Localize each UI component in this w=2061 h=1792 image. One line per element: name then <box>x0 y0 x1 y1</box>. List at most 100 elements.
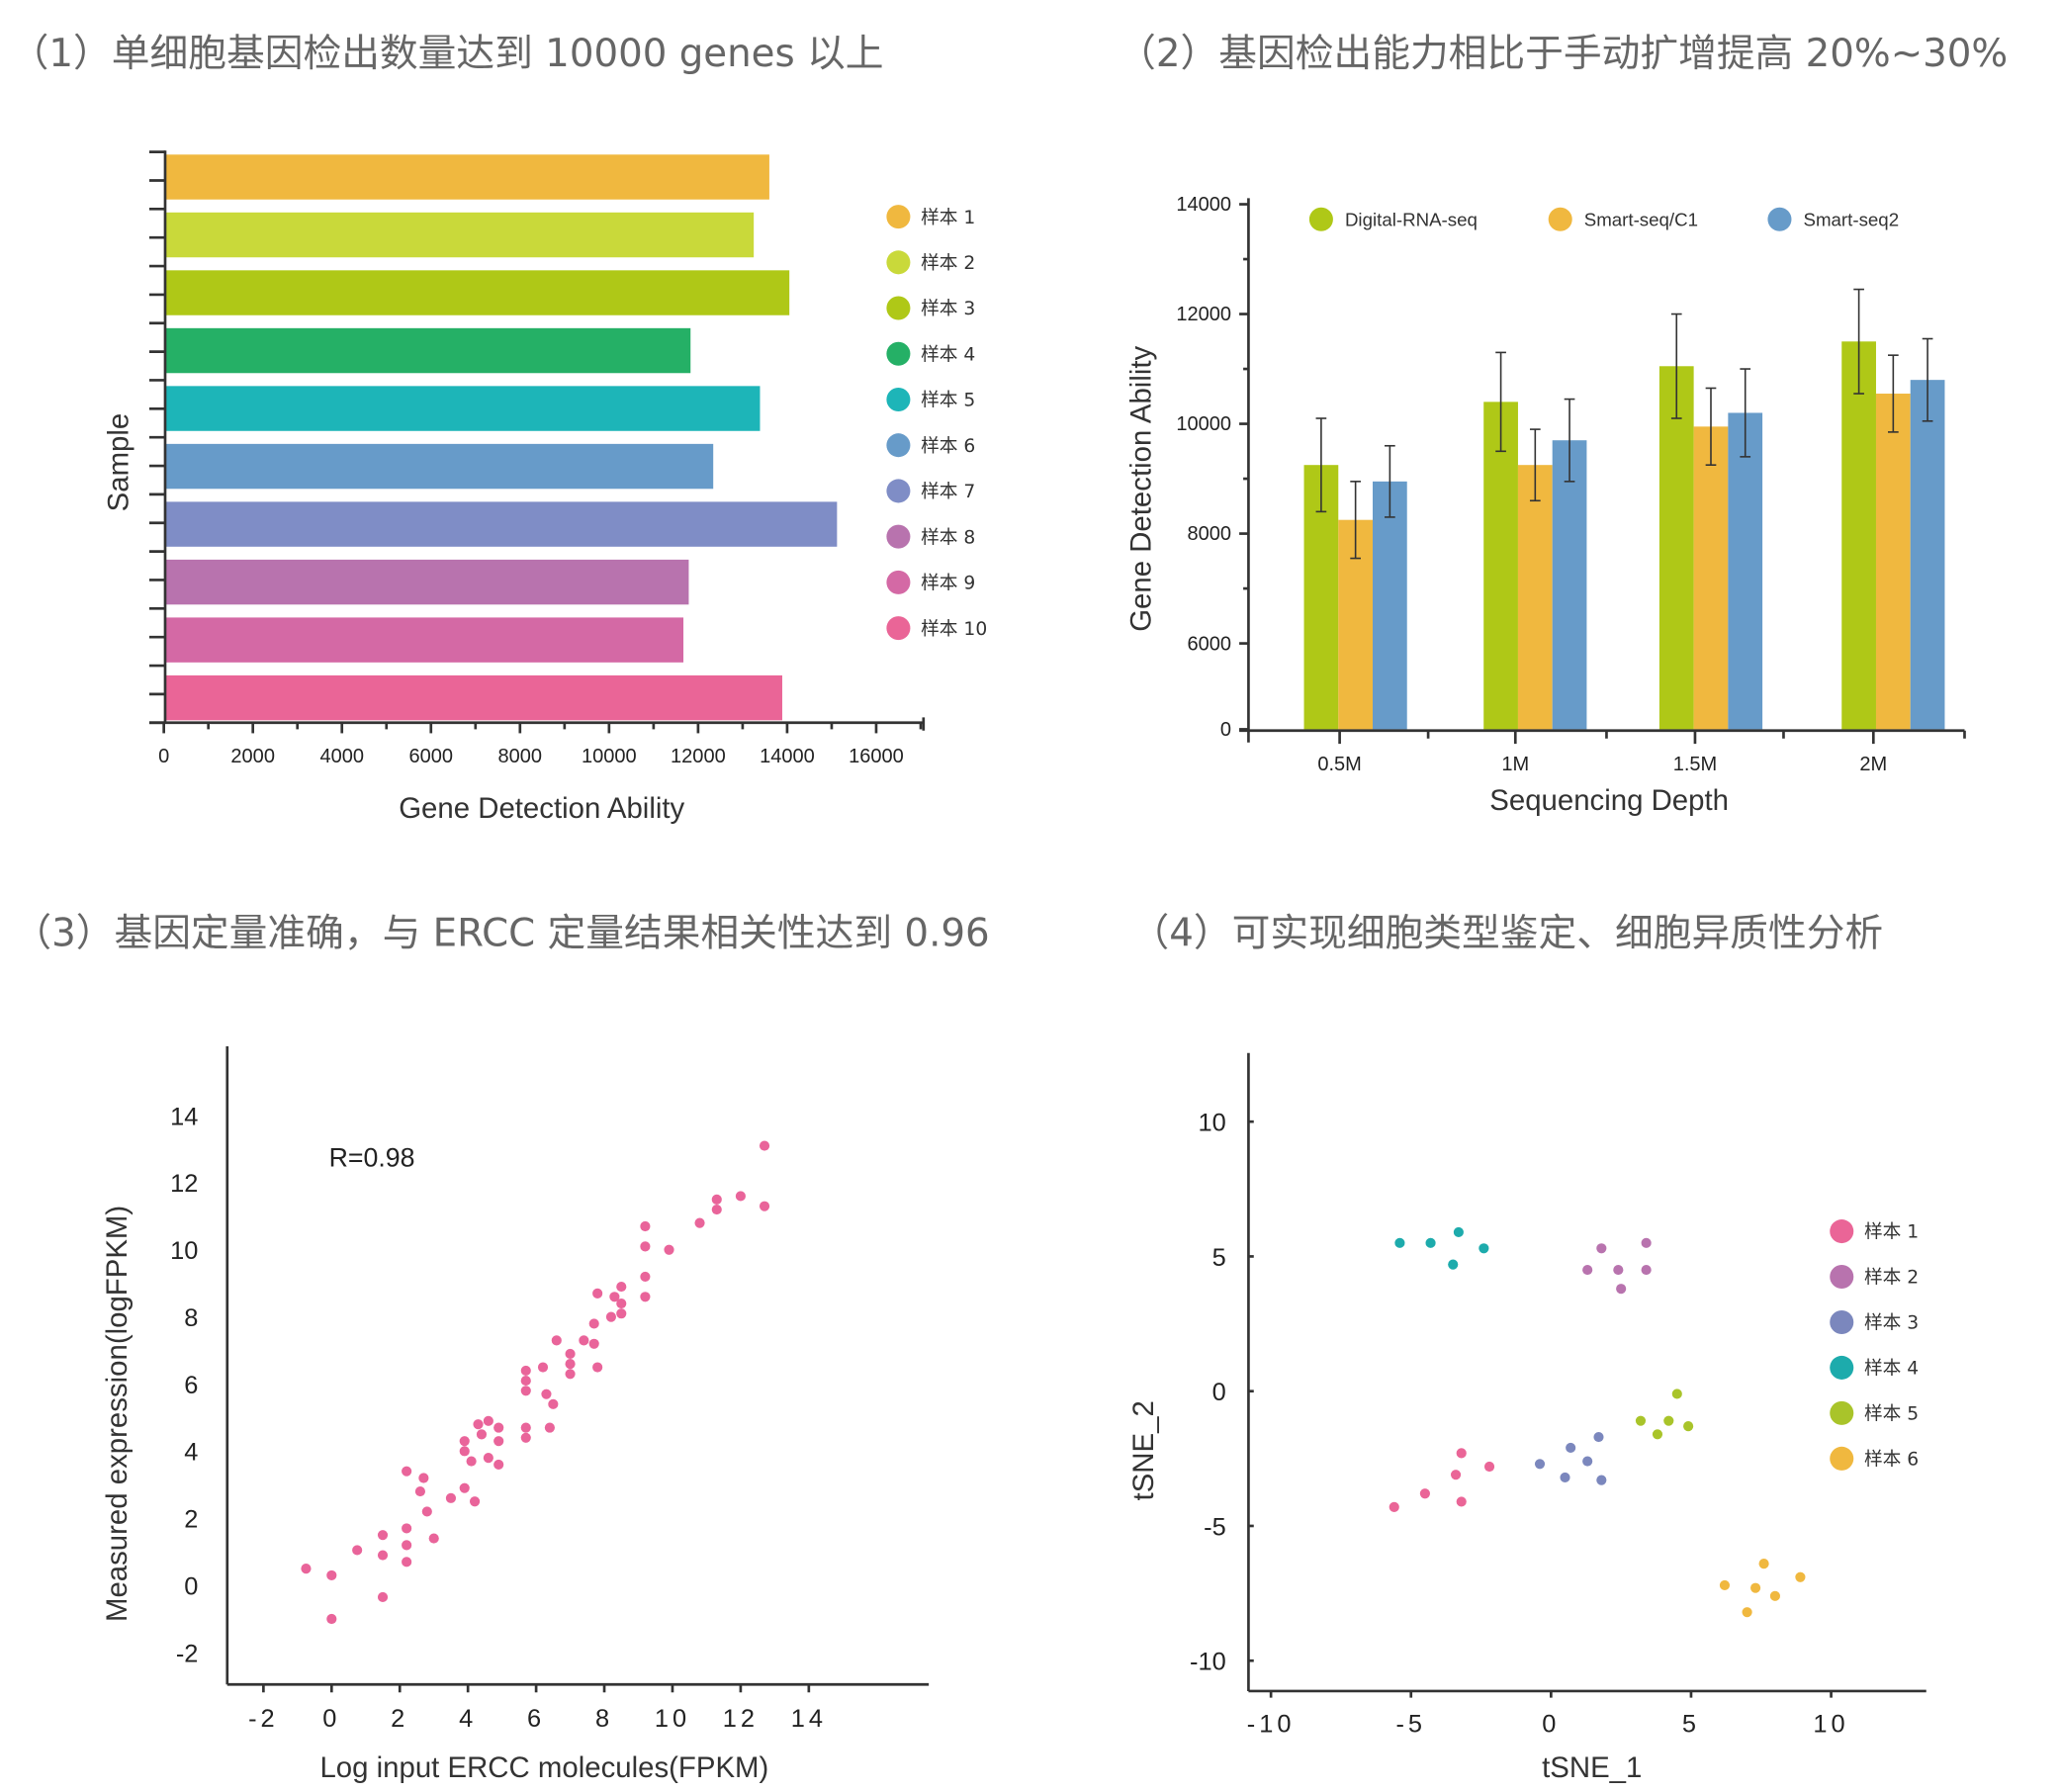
bar-Smart-seq2-1.5M <box>1728 412 1763 730</box>
c3-x-tick-label: 8 <box>595 1705 613 1733</box>
scatter-point <box>616 1298 627 1309</box>
legend-marker-8 <box>886 524 911 549</box>
bar-7 <box>164 501 838 547</box>
c1-x-tick-label: 6000 <box>409 746 454 767</box>
scatter-point <box>402 1523 412 1534</box>
scatter-point-样本 6 <box>1795 1571 1806 1582</box>
chart-tsne: tSNE_1 tSNE_2 -10 -5 0 5 10 -10 -5 0 5 10 样本 1 样本 2… <box>1127 1052 1927 1784</box>
bar-3 <box>164 270 790 315</box>
legend-label-6: 样本 6 <box>921 436 975 457</box>
scatter-point <box>459 1446 470 1457</box>
scatter-point <box>326 1569 337 1580</box>
scatter-point <box>493 1459 504 1471</box>
scatter-point-样本 1 <box>1389 1501 1399 1512</box>
scatter-point-样本 1 <box>1450 1470 1462 1480</box>
bar-8 <box>164 559 689 605</box>
c3-x-tick-label: -2 <box>248 1705 279 1733</box>
scatter-point <box>735 1191 746 1202</box>
scatter-point <box>421 1506 432 1517</box>
scatter-point-样本 1 <box>1456 1496 1467 1507</box>
heading-2: （2）基因检出能力相比于手动扩增提高 20%~30% <box>1118 32 2008 76</box>
scatter-point <box>565 1348 576 1360</box>
scatter-point-样本 2 <box>1641 1237 1652 1248</box>
legend-label-Smart-seq2: Smart-seq2 <box>1804 209 1900 229</box>
heading-1: （1）单细胞基因检出数量达到 10000 genes 以上 <box>11 32 884 76</box>
scatter-point-样本 5 <box>1635 1415 1647 1426</box>
c3-y-tick-label: 0 <box>184 1572 198 1600</box>
c1-x-tick-label: 2000 <box>230 746 275 767</box>
c4-y-tick-label: -5 <box>1204 1513 1226 1541</box>
legend-label-6: 样本 6 <box>1864 1450 1919 1471</box>
c1-x-tick-label: 16000 <box>849 746 904 767</box>
scatter-point <box>616 1308 627 1319</box>
scatter-point <box>520 1386 531 1396</box>
c4-ylabel: tSNE_2 <box>1127 1400 1160 1500</box>
scatter-point <box>493 1436 504 1447</box>
c1-ylabel: Sample <box>103 413 135 512</box>
bar-Smart-seq/C1-1M <box>1517 465 1553 730</box>
scatter-point <box>588 1318 599 1329</box>
scatter-point <box>664 1244 674 1255</box>
scatter-point <box>711 1204 722 1215</box>
scatter-point <box>579 1335 589 1346</box>
legend-label-5: 样本 5 <box>921 391 975 411</box>
scatter-point-样本 5 <box>1683 1421 1694 1432</box>
c3-y-tick-label: 8 <box>184 1304 198 1332</box>
c1-x-tick-label: 14000 <box>760 746 815 767</box>
scatter-point <box>414 1485 425 1497</box>
scatter-point-样本 6 <box>1769 1590 1780 1601</box>
bar-10 <box>164 674 782 721</box>
scatter-point <box>326 1613 337 1625</box>
c4-x-tick-label: -5 <box>1395 1710 1426 1738</box>
c3-x-tick-label: 14 <box>791 1705 827 1733</box>
scatter-point <box>459 1436 470 1447</box>
scatter-point <box>445 1492 457 1503</box>
scatter-point-样本 2 <box>1582 1264 1593 1276</box>
c1-x-tick-label: 4000 <box>319 746 364 767</box>
legend-marker-5 <box>1830 1400 1854 1425</box>
scatter-point <box>418 1473 429 1483</box>
scatter-point <box>537 1362 549 1373</box>
c3-y-tick-label: 2 <box>184 1506 198 1534</box>
scatter-point-样本 2 <box>1613 1264 1624 1276</box>
legend-label-2: 样本 2 <box>1864 1268 1919 1289</box>
scatter-point <box>640 1241 651 1252</box>
c2-y-tick-label: 8000 <box>1188 523 1232 545</box>
bar-2 <box>164 212 755 258</box>
c4-y-tick-label: 5 <box>1212 1244 1226 1272</box>
scatter-point-样本 6 <box>1719 1579 1731 1590</box>
c2-x-tick-label: 2M <box>1859 754 1887 775</box>
scatter-point-样本 1 <box>1456 1448 1467 1459</box>
scatter-point-样本 1 <box>1419 1488 1430 1499</box>
legend-label-3: 样本 3 <box>1864 1313 1919 1334</box>
scatter-point <box>694 1217 705 1228</box>
scatter-point-样本 4 <box>1448 1259 1459 1270</box>
legend-marker-2 <box>886 250 911 275</box>
legend-marker-Smart-seq/C1 <box>1548 207 1572 231</box>
scatter-point-样本 3 <box>1593 1431 1604 1443</box>
scatter-point <box>352 1545 363 1556</box>
c3-y-tick-label: 14 <box>170 1103 198 1130</box>
c3-x-tick-label: 2 <box>391 1705 408 1733</box>
legend-label-9: 样本 9 <box>921 574 975 594</box>
legend-label-Smart-seq/C1: Smart-seq/C1 <box>1584 209 1698 229</box>
scatter-point-样本 4 <box>1453 1226 1464 1237</box>
scatter-point <box>609 1292 620 1302</box>
scatter-point <box>520 1365 531 1376</box>
c3-y-tick-label: 6 <box>184 1372 198 1399</box>
scatter-point-样本 6 <box>1758 1559 1769 1569</box>
scatter-point <box>544 1422 555 1433</box>
legend-marker-1 <box>886 205 911 229</box>
scatter-point-样本 6 <box>1750 1582 1761 1593</box>
c4-x-tick-label: 10 <box>1813 1710 1848 1738</box>
scatter-point <box>483 1453 493 1464</box>
heading-3: （3）基因定量准确，与 ERCC 定量结果相关性达到 0.96 <box>13 912 989 956</box>
scatter-point-样本 3 <box>1596 1475 1607 1485</box>
scatter-point <box>483 1415 493 1426</box>
scatter-point <box>402 1557 412 1568</box>
bar-4 <box>164 327 691 374</box>
c4-x-tick-label: 0 <box>1542 1710 1560 1738</box>
